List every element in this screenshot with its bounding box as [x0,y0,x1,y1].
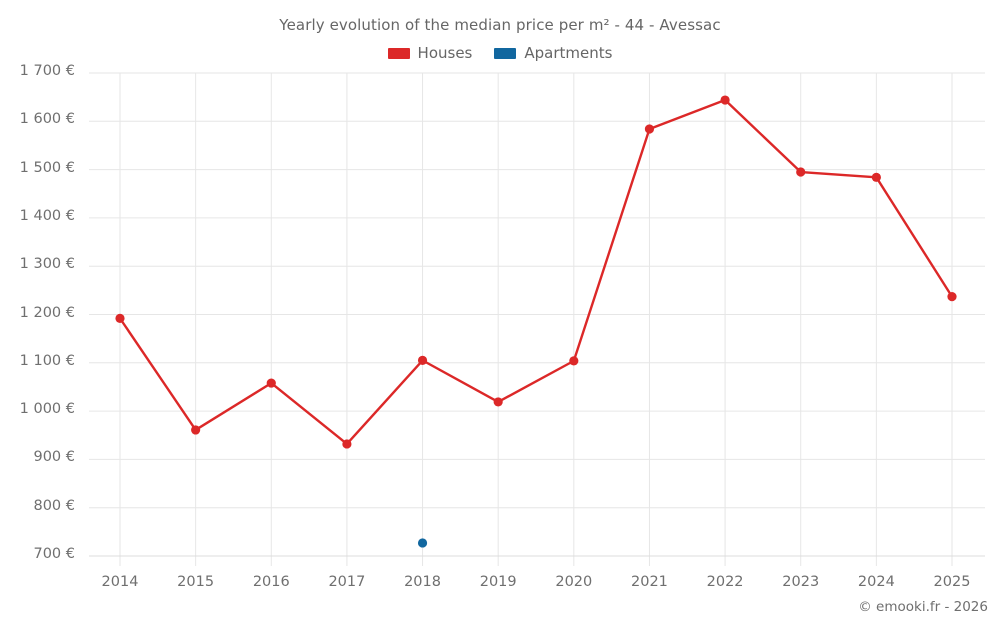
x-axis-tick-label: 2020 [555,574,593,590]
legend-swatch-houses [387,47,410,59]
x-axis-tick-label: 2019 [479,574,517,590]
series-line-houses [118,98,954,446]
data-point-houses-2022[interactable] [720,95,730,105]
y-axis-tick-label: 1 500 € [19,159,75,176]
y-axis-tick-label: 1 400 € [19,207,75,224]
data-point-apartments-2018[interactable] [417,538,428,548]
x-axis-tick-label: 2017 [328,574,366,590]
data-point-houses-2021[interactable] [644,124,655,134]
y-axis-tick-label: 1 000 € [19,401,75,418]
x-axis-tick-label: 2021 [631,574,668,590]
y-axis-tick-label: 800 € [33,497,75,514]
legend-item-apartments[interactable]: Apartments [494,44,612,62]
data-point-houses-2024[interactable] [871,172,881,182]
data-point-houses-2015[interactable] [191,425,201,435]
y-axis-tick-label: 1 600 € [19,111,75,128]
grid-lines [89,72,985,566]
y-axis-tick-label: 900 € [33,449,75,466]
data-point-houses-2023[interactable] [796,167,806,177]
y-axis-tick-label: 1 200 € [19,304,75,321]
x-axis-tick-label: 2023 [782,574,820,590]
legend-item-houses[interactable]: Houses [387,44,473,62]
data-point-houses-2017[interactable] [342,439,352,449]
chart-legend: Houses Apartments [0,44,1000,62]
x-axis-tick-label: 2014 [101,574,139,590]
x-axis-tick-label: 2024 [857,574,895,590]
data-point-houses-2016[interactable] [266,378,276,388]
chart-title: Yearly evolution of the median price per… [279,16,721,34]
legend-label-houses: Houses [417,44,473,62]
x-axis-tick-label: 2022 [706,574,744,590]
data-series-layer [115,95,957,548]
x-axis-tick-label: 2025 [933,574,971,590]
data-point-houses-2025[interactable] [947,292,957,302]
copyright-credit: © emooki.fr - 2026 [858,599,988,615]
x-axis-tick-label: 2018 [404,574,441,590]
data-point-houses-2020[interactable] [569,356,579,366]
x-axis-tick-label: 2016 [252,574,290,590]
y-axis-tick-label: 1 100 € [19,352,75,369]
data-point-houses-2018[interactable] [417,355,428,365]
data-point-houses-2014[interactable] [115,313,125,323]
y-axis-tick-label: 1 700 € [19,63,75,79]
y-axis-tick-label: 700 € [33,546,75,562]
legend-swatch-apartments [494,47,517,59]
data-point-houses-2019[interactable] [493,397,503,407]
x-axis-tick-label: 2015 [177,574,215,590]
legend-label-apartments: Apartments [524,44,613,62]
y-axis-tick-label: 1 300 € [19,256,75,273]
